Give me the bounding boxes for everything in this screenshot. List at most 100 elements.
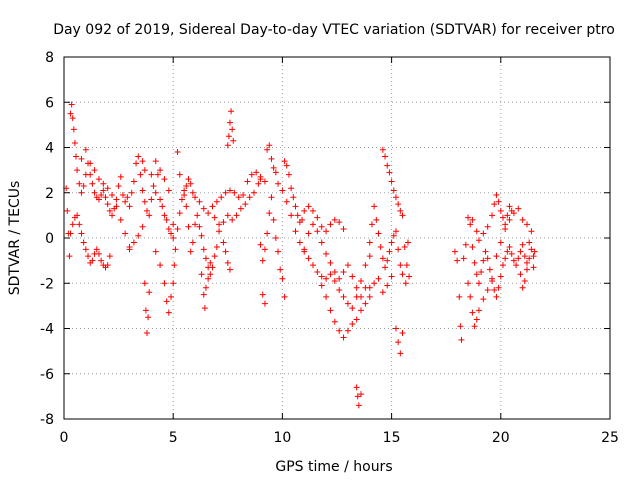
y-tick-label: 4 <box>45 141 54 157</box>
data-point <box>506 203 513 210</box>
data-point <box>141 198 148 205</box>
data-point <box>272 169 279 176</box>
data-point <box>358 391 365 398</box>
data-point <box>163 216 170 223</box>
data-point <box>366 293 373 300</box>
data-point <box>382 264 389 271</box>
data-point <box>475 280 482 287</box>
data-point <box>371 280 378 287</box>
data-point <box>390 232 397 239</box>
data-point <box>384 282 391 289</box>
data-point <box>336 219 343 226</box>
data-point <box>401 244 408 251</box>
data-point <box>130 178 137 185</box>
data-point <box>240 192 247 199</box>
data-point <box>185 176 192 183</box>
data-point <box>176 171 183 178</box>
data-point <box>222 248 229 255</box>
data-point <box>528 246 535 253</box>
data-point <box>504 212 511 219</box>
data-point <box>161 280 168 287</box>
data-point <box>78 230 85 237</box>
data-point <box>379 289 386 296</box>
data-point <box>152 248 159 255</box>
data-point <box>181 187 188 194</box>
data-point <box>124 194 131 201</box>
data-point <box>202 255 209 262</box>
data-point <box>349 273 356 280</box>
data-point <box>288 212 295 219</box>
data-point <box>198 271 205 278</box>
data-point <box>261 178 268 185</box>
data-point <box>220 219 227 226</box>
data-point <box>519 216 526 223</box>
data-point <box>82 146 89 153</box>
data-point <box>104 185 111 192</box>
data-point <box>161 212 168 219</box>
data-point <box>340 268 347 275</box>
data-point <box>281 293 288 300</box>
data-point <box>205 275 212 282</box>
data-point <box>379 146 386 153</box>
data-point <box>113 196 120 203</box>
data-point <box>98 257 105 264</box>
data-point <box>467 293 474 300</box>
data-point <box>187 248 194 255</box>
data-point <box>486 266 493 273</box>
data-point <box>469 309 476 316</box>
data-point <box>344 300 351 307</box>
data-point <box>465 280 472 287</box>
data-point <box>64 207 71 214</box>
data-point <box>318 273 325 280</box>
data-point <box>508 207 515 214</box>
data-point <box>71 139 78 146</box>
data-point <box>399 330 406 337</box>
data-point <box>187 180 194 187</box>
y-tick-label: -8 <box>40 412 54 428</box>
data-point <box>497 207 504 214</box>
data-point <box>493 253 500 260</box>
data-point <box>531 248 538 255</box>
data-point <box>176 210 183 217</box>
data-point <box>231 189 238 196</box>
chart-title: Day 092 of 2019, Sidereal Day-to-day VTE… <box>53 22 615 38</box>
data-point <box>480 296 487 303</box>
data-point <box>471 259 478 266</box>
data-point <box>515 205 522 212</box>
data-point <box>358 307 365 314</box>
data-point <box>478 268 485 275</box>
data-point <box>82 246 89 253</box>
data-point <box>198 232 205 239</box>
data-point <box>213 198 220 205</box>
data-point <box>331 318 338 325</box>
data-point <box>349 305 356 312</box>
data-point <box>331 277 338 284</box>
data-point <box>209 264 216 271</box>
data-point <box>218 194 225 201</box>
data-point <box>78 189 85 196</box>
data-point <box>519 284 526 291</box>
data-point <box>126 203 133 210</box>
data-point <box>382 153 389 160</box>
data-point <box>402 280 409 287</box>
data-point <box>530 253 537 260</box>
data-point <box>309 221 316 228</box>
data-point <box>225 133 232 140</box>
data-point <box>174 225 181 232</box>
data-point <box>135 153 142 160</box>
data-point <box>493 293 500 300</box>
data-point <box>530 264 537 271</box>
data-point <box>502 255 509 262</box>
data-point <box>216 221 223 228</box>
data-point <box>76 221 83 228</box>
data-point <box>497 273 504 280</box>
data-point <box>135 232 142 239</box>
data-point <box>226 119 233 126</box>
data-point <box>318 239 325 246</box>
data-point <box>224 142 231 149</box>
y-tick-label: 6 <box>45 95 54 111</box>
data-point <box>194 212 201 219</box>
data-point <box>292 203 299 210</box>
data-point <box>148 196 155 203</box>
data-point <box>117 216 124 223</box>
